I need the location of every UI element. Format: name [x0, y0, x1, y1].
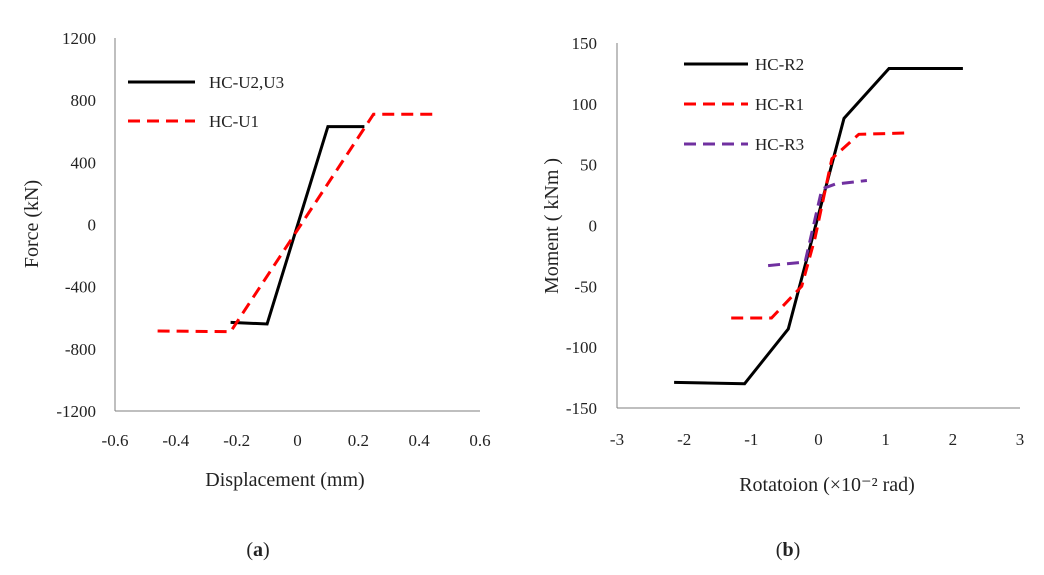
chart-a-legend: HC-U2,U3 HC-U1 [128, 73, 284, 131]
chart-a-xtick-label: 0.2 [348, 431, 369, 450]
chart-b-caption: (b) [776, 539, 800, 561]
chart-a-ytick-label: 0 [88, 216, 97, 235]
chart-b-xtick-label: -1 [744, 430, 758, 449]
chart-b-tick-labels: -3 -2 -1 0 1 2 3 -150 -100 -50 0 50 100 150 [566, 34, 1024, 449]
chart-b-caption-open: ( [776, 539, 783, 561]
chart-a-xtick-label: -0.4 [162, 431, 189, 450]
chart-a-ylabel: Force (kN) [21, 180, 43, 268]
chart-b-xtick-label: 2 [949, 430, 958, 449]
chart-b-series-hc-r2 [674, 67, 963, 386]
chart-a-ytick-label: 1200 [62, 29, 96, 48]
chart-a: -0.6 -0.4 -0.2 0 0.2 0.4 0.6 -1200 -800 -400 0 400 8… [21, 29, 491, 561]
chart-a-xtick-label: -0.2 [223, 431, 250, 450]
chart-a-series-hc-u2-u3 [230, 125, 365, 326]
chart-a-xlabel: Displacement (mm) [205, 469, 364, 491]
chart-a-ytick-label: 800 [71, 91, 97, 110]
chart-b-series-hc-r1 [731, 131, 906, 320]
chart-b-xtick-label: 1 [881, 430, 890, 449]
chart-b-legend: HC-R2 HC-R1 HC-R3 [684, 55, 804, 154]
chart-b-ytick-label: 0 [589, 217, 598, 236]
chart-a-ytick-label: -400 [65, 278, 96, 297]
chart-b-legend-label: HC-R3 [755, 135, 804, 154]
chart-a-caption-close: ) [263, 539, 270, 561]
chart-a-xtick-label: 0 [293, 431, 302, 450]
chart-b-xtick-label: -3 [610, 430, 624, 449]
chart-a-tick-labels: -0.6 -0.4 -0.2 0 0.2 0.4 0.6 -1200 -800 -400 0 400 8… [56, 29, 490, 450]
chart-a-series-group [157, 112, 438, 334]
chart-b-axes [616, 43, 1020, 409]
chart-a-legend-label: HC-U2,U3 [209, 73, 284, 92]
chart-a-xtick-label: -0.6 [102, 431, 129, 450]
chart-b-ytick-label: -50 [574, 277, 597, 296]
chart-a-ytick-label: 400 [71, 153, 97, 172]
chart-b-legend-label: HC-R1 [755, 95, 804, 114]
chart-a-legend-label: HC-U1 [209, 112, 259, 131]
chart-a-series-hc-u1 [157, 112, 438, 334]
chart-b-xlabel: Rotatoion (×10⁻² rad) [739, 474, 915, 496]
chart-b-caption-letter: b [782, 539, 793, 561]
chart-a-xtick-label: 0.6 [469, 431, 490, 450]
chart-a-caption-letter: a [253, 539, 263, 561]
chart-b-ylabel: Moment ( kNm ) [541, 158, 563, 294]
chart-b-ytick-label: 150 [572, 34, 598, 53]
chart-b-ytick-label: 100 [572, 95, 598, 114]
chart-a-ytick-label: -800 [65, 340, 96, 359]
chart-a-caption-open: ( [246, 539, 253, 561]
chart-b-xtick-label: -2 [677, 430, 691, 449]
chart-b-ytick-label: -100 [566, 338, 597, 357]
chart-a-caption: (a) [246, 539, 269, 561]
chart-b-series-group [674, 67, 963, 386]
chart-a-ytick-label: -1200 [56, 402, 96, 421]
chart-a-xtick-label: 0.4 [409, 431, 431, 450]
chart-b-ytick-label: 50 [580, 156, 597, 175]
chart-b-series-hc-r3 [767, 179, 868, 268]
chart-a-axes [114, 38, 480, 412]
chart-b-xtick-label: 3 [1016, 430, 1025, 449]
chart-b-caption-close: ) [794, 539, 801, 561]
chart-b-legend-label: HC-R2 [755, 55, 804, 74]
chart-b-ytick-label: -150 [566, 399, 597, 418]
chart-b-xtick-label: 0 [814, 430, 823, 449]
